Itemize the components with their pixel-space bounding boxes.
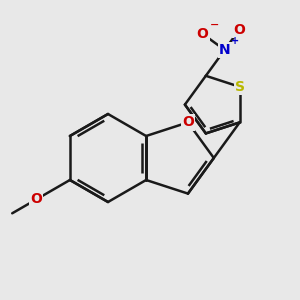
Text: S: S bbox=[235, 80, 245, 94]
Text: +: + bbox=[231, 36, 239, 46]
Text: O: O bbox=[197, 27, 208, 41]
Text: N: N bbox=[219, 43, 230, 57]
Text: −: − bbox=[210, 20, 219, 30]
Text: O: O bbox=[30, 192, 42, 206]
Text: O: O bbox=[182, 116, 194, 129]
Text: O: O bbox=[233, 23, 245, 37]
